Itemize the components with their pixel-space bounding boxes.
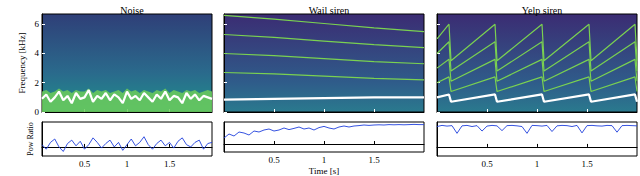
svg-text:0.5: 0.5	[268, 155, 280, 165]
svg-text:Time [s]: Time [s]	[309, 166, 339, 176]
svg-text:2: 2	[35, 78, 40, 88]
svg-text:Wail siren: Wail siren	[309, 5, 350, 16]
svg-text:1: 1	[125, 159, 130, 169]
svg-text:1.5: 1.5	[581, 159, 593, 169]
svg-text:Frequency [kHz]: Frequency [kHz]	[17, 32, 27, 93]
svg-text:1: 1	[535, 159, 540, 169]
svg-text:0: 0	[35, 107, 40, 117]
svg-text:1.5: 1.5	[164, 159, 176, 169]
svg-text:6: 6	[35, 19, 40, 29]
svg-text:Yelp siren: Yelp siren	[522, 5, 562, 16]
svg-text:Pow Ratio: Pow Ratio	[26, 122, 35, 156]
svg-text:0.5: 0.5	[481, 159, 493, 169]
svg-text:4: 4	[35, 48, 40, 58]
svg-text:1.5: 1.5	[368, 155, 380, 165]
svg-text:0.5: 0.5	[79, 159, 91, 169]
svg-text:1: 1	[322, 155, 327, 165]
svg-text:Noise: Noise	[120, 5, 144, 16]
